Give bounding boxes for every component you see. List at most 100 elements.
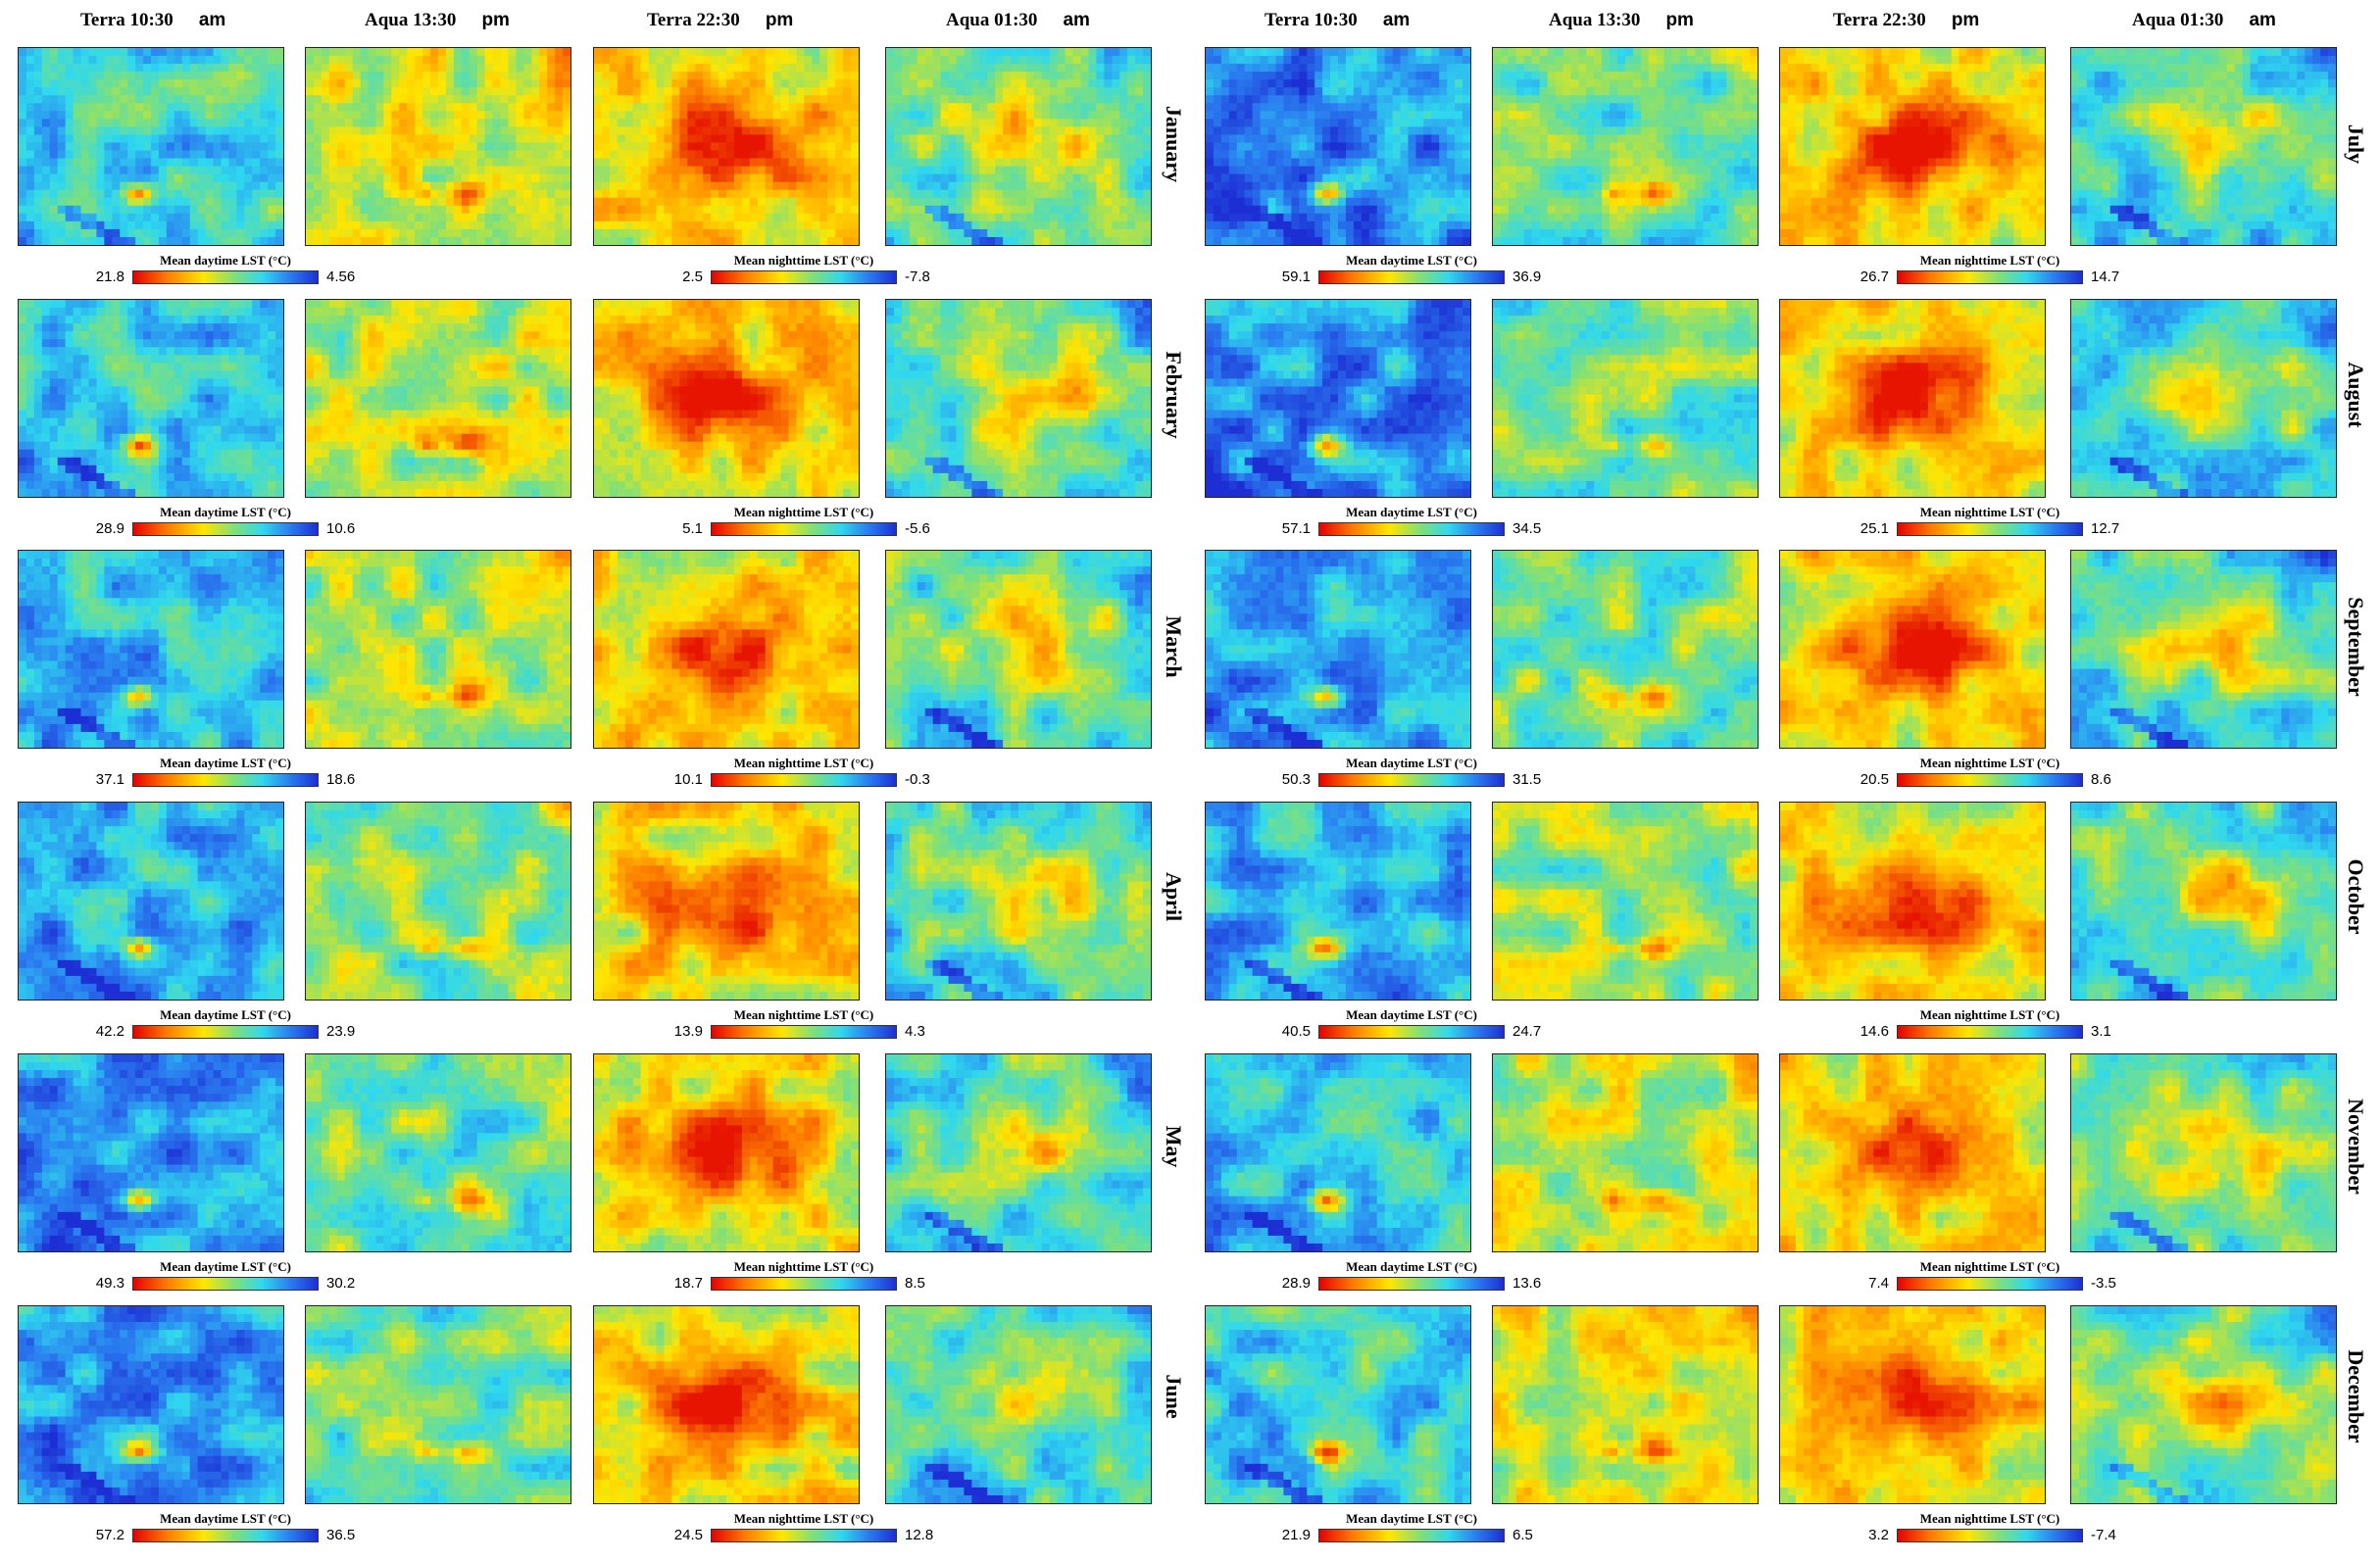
lst-map	[885, 1305, 1152, 1504]
colorbar-gradient	[711, 270, 897, 284]
month-label: February	[1161, 351, 1186, 438]
colorbar-min-label: 4.56	[326, 269, 355, 285]
lst-raster	[1780, 1306, 2045, 1503]
lst-raster	[886, 1054, 1151, 1251]
lst-raster	[886, 300, 1151, 497]
lst-raster	[594, 1054, 859, 1251]
lst-raster	[1493, 300, 1758, 497]
colorbar-gradient	[711, 1529, 897, 1542]
lst-raster	[1206, 803, 1470, 1000]
colorbar-title: Mean nighttime LST (°C)	[1843, 505, 2137, 520]
month-label: September	[2343, 597, 2368, 696]
colorbar: Mean daytime LST (°C) 28.9 10.6	[78, 505, 372, 544]
colorbar-min-label: 6.5	[1512, 1527, 1533, 1543]
lst-map	[885, 299, 1152, 498]
colorbar-max-label: 57.1	[1282, 520, 1311, 537]
colorbar-max-label: 18.7	[674, 1275, 703, 1292]
colorbar-title: Mean daytime LST (°C)	[1264, 1007, 1559, 1023]
colorbar-max-label: 14.6	[1860, 1023, 1889, 1040]
colorbar-max-label: 40.5	[1282, 1023, 1311, 1040]
header-ampm: pm	[766, 10, 794, 30]
lst-map	[305, 47, 571, 246]
colorbar-gradient	[132, 1025, 319, 1039]
lst-map	[18, 299, 284, 498]
colorbar-title: Mean daytime LST (°C)	[78, 1511, 372, 1527]
lst-raster	[1206, 1054, 1470, 1251]
colorbar-gradient	[132, 1529, 319, 1542]
lst-map	[2070, 1305, 2337, 1504]
lst-raster	[594, 1306, 859, 1503]
colorbar-title: Mean daytime LST (°C)	[1264, 253, 1559, 269]
header-time: Aqua 13:30	[365, 10, 456, 30]
colorbar-min-label: 30.2	[326, 1275, 355, 1292]
lst-raster	[19, 551, 283, 748]
lst-map	[305, 550, 571, 749]
header-ampm: pm	[481, 10, 510, 30]
lst-map	[1205, 1053, 1471, 1252]
lst-map	[593, 1305, 860, 1504]
colorbar-title: Mean nighttime LST (°C)	[1843, 253, 2137, 269]
lst-raster	[1493, 551, 1758, 748]
header-ampm: am	[1383, 10, 1410, 30]
colorbar-title: Mean daytime LST (°C)	[78, 1259, 372, 1275]
lst-raster	[1493, 1054, 1758, 1251]
lst-raster	[594, 300, 859, 497]
colorbar-min-label: 36.5	[326, 1527, 355, 1543]
colorbar: Mean daytime LST (°C) 49.3 30.2	[78, 1259, 372, 1298]
lst-raster	[306, 551, 570, 748]
colorbar-title: Mean daytime LST (°C)	[78, 756, 372, 771]
column-header: Aqua 13:30 pm	[1549, 10, 1694, 31]
column-header: Terra 22:30 pm	[647, 10, 793, 31]
lst-map	[1205, 47, 1471, 246]
column-header: Aqua 13:30 pm	[365, 10, 510, 31]
colorbar-title: Mean nighttime LST (°C)	[1843, 1007, 2137, 1023]
lst-raster	[1493, 48, 1758, 245]
header-time: Terra 10:30	[1264, 10, 1358, 30]
lst-map	[885, 802, 1152, 1001]
colorbar-min-label: 36.9	[1512, 269, 1541, 285]
colorbar-gradient	[711, 1025, 897, 1039]
colorbar-gradient	[132, 773, 319, 787]
month-label: August	[2343, 362, 2368, 427]
header-ampm: pm	[1952, 10, 1980, 30]
colorbar-max-label: 42.2	[96, 1023, 124, 1040]
lst-map	[18, 802, 284, 1001]
colorbar-title: Mean daytime LST (°C)	[1264, 1259, 1559, 1275]
colorbar-min-label: 14.7	[2091, 269, 2119, 285]
lst-map	[305, 802, 571, 1001]
colorbar-min-label: -0.3	[905, 771, 930, 788]
colorbar-max-label: 26.7	[1860, 269, 1889, 285]
colorbar-max-label: 24.5	[674, 1527, 703, 1543]
lst-raster	[306, 803, 570, 1000]
colorbar-title: Mean daytime LST (°C)	[78, 253, 372, 269]
lst-raster	[2071, 551, 2336, 748]
colorbar-title: Mean daytime LST (°C)	[78, 1007, 372, 1023]
colorbar-min-label: 18.6	[326, 771, 355, 788]
lst-map	[1779, 1305, 2046, 1504]
colorbar: Mean nighttime LST (°C) 18.7 8.5	[657, 1259, 951, 1298]
lst-map	[1779, 550, 2046, 749]
header-time: Aqua 13:30	[1549, 10, 1640, 30]
lst-raster	[306, 48, 570, 245]
lst-map	[1492, 299, 1759, 498]
lst-raster	[1780, 300, 2045, 497]
colorbar: Mean nighttime LST (°C) 25.1 12.7	[1843, 505, 2137, 544]
colorbar-title: Mean nighttime LST (°C)	[1843, 1259, 2137, 1275]
colorbar-min-label: -3.5	[2091, 1275, 2116, 1292]
header-time: Terra 22:30	[647, 10, 740, 30]
lst-raster	[2071, 300, 2336, 497]
colorbar-min-label: 12.8	[905, 1527, 933, 1543]
colorbar: Mean nighttime LST (°C) 3.2 -7.4	[1843, 1511, 2137, 1550]
colorbar-title: Mean nighttime LST (°C)	[1843, 756, 2137, 771]
colorbar: Mean nighttime LST (°C) 26.7 14.7	[1843, 253, 2137, 292]
colorbar-title: Mean nighttime LST (°C)	[657, 1259, 951, 1275]
lst-raster	[1780, 551, 2045, 748]
lst-raster	[19, 1306, 283, 1503]
lst-map	[18, 1305, 284, 1504]
lst-map	[1779, 47, 2046, 246]
lst-map	[1492, 1053, 1759, 1252]
colorbar-max-label: 57.2	[96, 1527, 124, 1543]
lst-map	[1779, 1053, 2046, 1252]
colorbar-title: Mean daytime LST (°C)	[1264, 1511, 1559, 1527]
header-time: Aqua 01:30	[946, 10, 1037, 30]
